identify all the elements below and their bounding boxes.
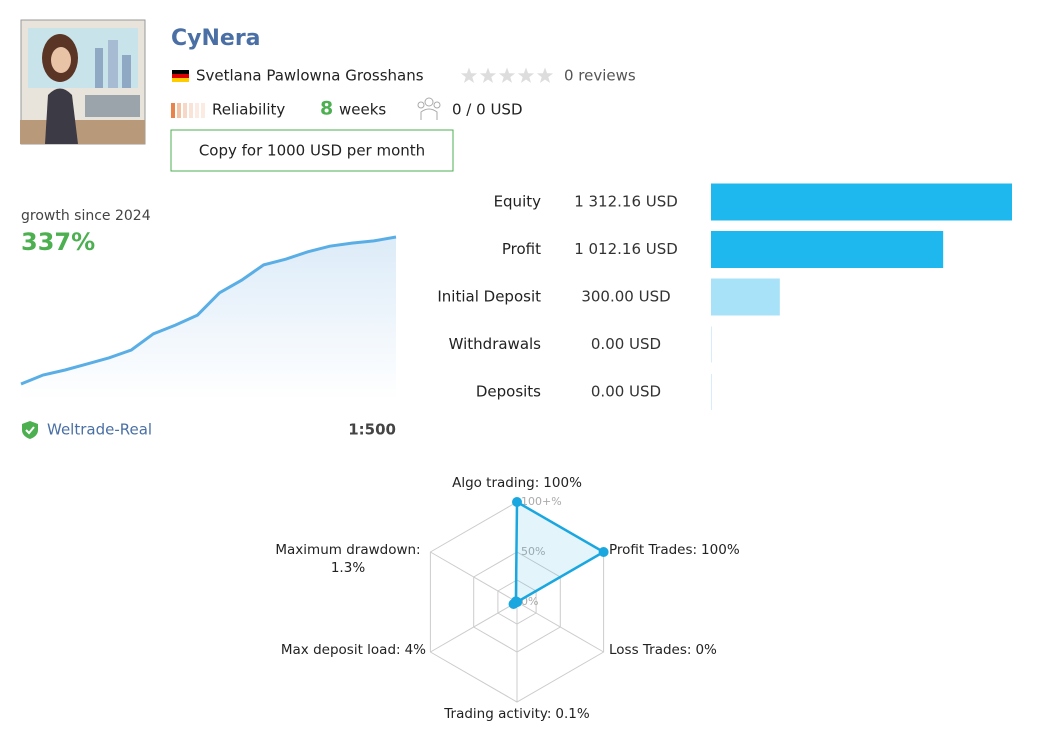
growth-line — [20, 235, 397, 386]
weeks-label: weeks — [339, 101, 386, 119]
radar-axis-label: Trading activity: 0.1% — [443, 706, 590, 722]
radar-axis-name: Maximum drawdown: — [275, 542, 420, 558]
balance-value: 1 012.16 USD — [574, 240, 678, 258]
balance-label: Deposits — [476, 383, 541, 401]
subscribers: 0 / 0 USD — [452, 101, 523, 119]
radar-axis-value: 100% — [701, 542, 740, 558]
star — [460, 67, 478, 83]
copy-button[interactable] — [170, 129, 454, 172]
star — [517, 67, 535, 83]
radar-axis-label: Loss Trades: 0% — [609, 642, 717, 658]
reliability-icon — [171, 103, 205, 118]
balance-label: Withdrawals — [449, 335, 542, 353]
balance-bars: Equity 1 312.16 USD Profit 1 012.16 USD Init… — [437, 183, 1012, 410]
copy-button-label[interactable]: Copy for 1000 USD per month — [199, 142, 425, 160]
balance-value: 0.00 USD — [591, 383, 661, 401]
growth-caption: growth since 2024 — [21, 208, 151, 224]
author-name[interactable]: Svetlana Pawlowna Grosshans — [196, 67, 424, 85]
radar-axis-name: Max deposit load: — [281, 642, 401, 658]
radar-axis-name: Algo trading: — [452, 475, 539, 491]
broker-icon — [22, 421, 38, 439]
signal-title[interactable]: CyNera — [171, 26, 261, 51]
radar-axis-name: Loss Trades: — [609, 642, 691, 658]
leverage: 1:500 — [348, 421, 396, 439]
radar-point — [510, 596, 521, 607]
star — [536, 67, 554, 83]
balance-bar — [711, 231, 944, 268]
radar-axis-value: 0% — [695, 642, 717, 658]
growth-value: 337% — [21, 228, 95, 256]
balance-value: 1 312.16 USD — [574, 193, 678, 211]
radar-axis-name: Trading activity: — [443, 706, 551, 722]
avatar — [20, 19, 146, 145]
balance-label: Profit — [502, 240, 541, 258]
rating-stars — [460, 67, 554, 83]
radar-spoke — [516, 601, 604, 653]
radar-tick-label: 100+% — [521, 495, 562, 508]
radar-axis-value: 0.1% — [555, 706, 589, 722]
balance-bar — [711, 183, 1012, 221]
radar-axis-name: Profit Trades: — [609, 542, 697, 558]
radar-area — [512, 499, 607, 606]
radar-axis-label: Profit Trades: 100% — [609, 542, 740, 558]
broker[interactable]: Weltrade-Real — [47, 421, 152, 439]
balance-label: Equity — [494, 193, 542, 211]
reviews[interactable]: 0 reviews — [564, 67, 636, 85]
subscribers-icon — [417, 97, 441, 120]
balance-bar — [711, 278, 780, 316]
growth-area — [21, 237, 396, 400]
reliability-label: Reliability — [212, 101, 285, 119]
radar-axis-value: 4% — [405, 642, 427, 658]
radar-axis-label: Algo trading: 100% — [452, 475, 582, 491]
radar-point — [512, 497, 522, 507]
star — [498, 67, 516, 83]
radar-axis-value: 1.3% — [331, 560, 365, 576]
radar-axis-label: Maximum drawdown: 1.3% — [275, 542, 420, 576]
flag — [172, 70, 189, 82]
radar-chart: 0%50%100+%Algo trading:100%Profit Trades… — [275, 475, 739, 722]
balance-label: Initial Deposit — [437, 288, 541, 306]
radar-axis-value: 100% — [543, 475, 582, 491]
weeks-count: 8 — [320, 98, 333, 120]
growth-chart — [20, 235, 397, 400]
radar-axis-label: Max deposit load: 4% — [281, 642, 426, 658]
star — [479, 67, 497, 83]
radar-tick-label: 50% — [521, 545, 545, 558]
balance-value: 0.00 USD — [591, 335, 661, 353]
balance-value: 300.00 USD — [581, 288, 670, 306]
radar-point — [598, 547, 609, 557]
radar-spoke — [430, 551, 518, 603]
radar-spoke — [430, 601, 518, 653]
